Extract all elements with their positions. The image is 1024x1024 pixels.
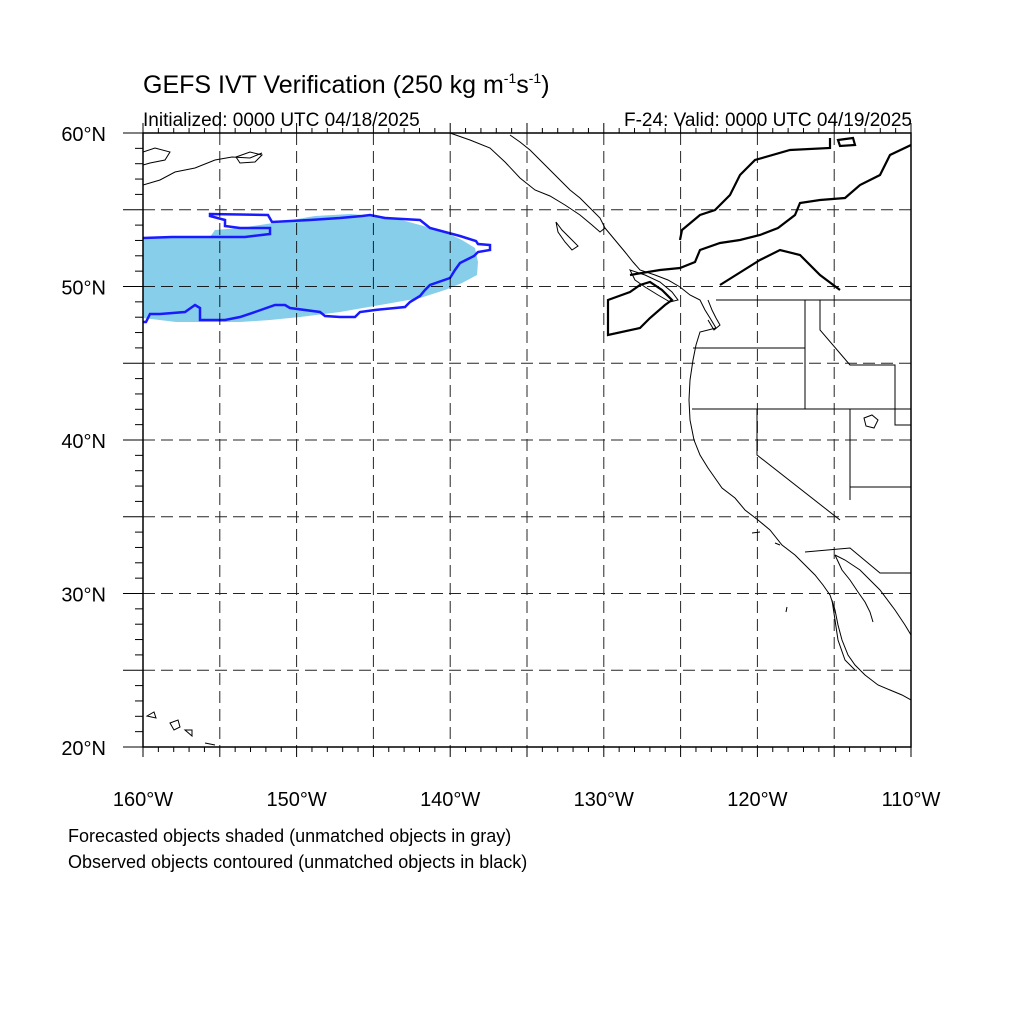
lat-label: 20°N: [61, 738, 106, 760]
footnote-forecast: Forecasted objects shaded (unmatched obj…: [68, 826, 512, 846]
kodiak-island: [235, 151, 263, 164]
lon-label: 110°W: [882, 789, 941, 811]
map-frame: [142, 132, 912, 748]
great-salt-lake: [863, 414, 879, 429]
lat-label: 40°N: [61, 431, 106, 453]
forecast-ivt-object: [143, 214, 478, 322]
us-state-borders: [692, 300, 911, 574]
longitude-labels: 160°W 150°W 140°W 130°W 120°W 110°W: [113, 789, 941, 811]
valid-time: F-24: Valid: 0000 UTC 04/19/2025: [624, 110, 912, 131]
us-west-coast: [688, 327, 911, 701]
latitude-labels: 20°N 30°N 40°N 50°N 60°N: [61, 124, 106, 760]
tick-marks: [123, 123, 912, 757]
alaska-coast: [143, 147, 171, 166]
bc-mainland-coast: [604, 227, 717, 329]
channel-islands: [751, 531, 788, 613]
alaska-coast-south: [143, 152, 263, 186]
haida-gwaii: [555, 221, 579, 251]
borders: [692, 299, 911, 574]
observed-ivt-object: [142, 212, 492, 324]
lat-label: 30°N: [61, 585, 106, 607]
hawaii-islands: [145, 711, 216, 746]
baja-east-coast: [834, 554, 874, 623]
gridlines: [143, 133, 911, 747]
lon-label: 150°W: [266, 789, 326, 811]
lat-label: 50°N: [61, 278, 106, 300]
lon-label: 140°W: [420, 789, 480, 811]
lon-label: 120°W: [727, 789, 787, 811]
lon-label: 160°W: [113, 789, 173, 811]
lon-label: 130°W: [574, 789, 634, 811]
vancouver-island: [629, 269, 679, 303]
lat-label: 60°N: [61, 124, 106, 146]
footnote-observed: Observed objects contoured (unmatched ob…: [68, 852, 528, 872]
baja-west: [831, 599, 856, 671]
alaska-bc-border: [606, 136, 911, 337]
southeast-alaska: [449, 133, 606, 233]
coastlines: [143, 133, 911, 746]
mexico-mainland-coast: [834, 554, 911, 636]
chart-title: GEFS IVT Verification (250 kg m-1s-1): [143, 70, 550, 99]
initialized-time: Initialized: 0000 UTC 04/18/2025: [143, 110, 420, 131]
